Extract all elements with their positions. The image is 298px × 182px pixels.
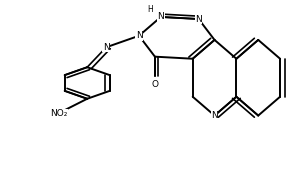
Text: H: H xyxy=(148,5,153,14)
Text: N: N xyxy=(157,12,164,21)
Text: O: O xyxy=(151,80,159,89)
Text: N: N xyxy=(211,111,218,120)
Text: NO₂: NO₂ xyxy=(50,109,67,118)
Text: N: N xyxy=(195,15,202,23)
Text: N: N xyxy=(136,31,142,40)
Text: N: N xyxy=(103,43,110,52)
